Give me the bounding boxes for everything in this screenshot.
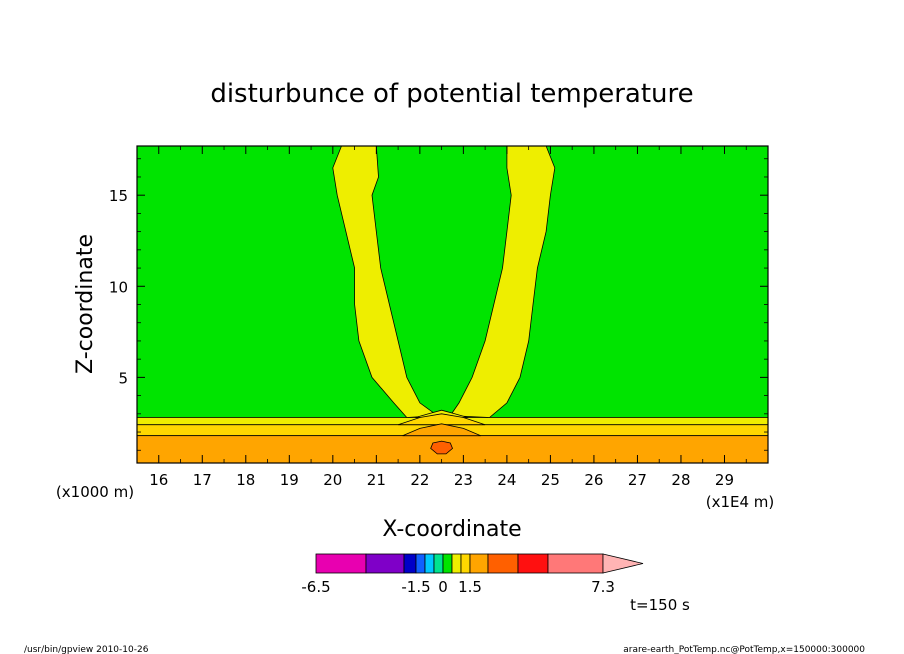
band-2 <box>136 435 769 464</box>
x-tick-label: 20 <box>323 471 342 489</box>
y-tick-label: 15 <box>109 187 128 205</box>
x-tick-label: 25 <box>541 471 560 489</box>
colorbar-segment <box>451 553 462 574</box>
colorbar-label: 1.5 <box>458 578 482 596</box>
y-axis-label: Z-coordinate <box>73 234 98 374</box>
colorbar-segment <box>415 553 426 574</box>
footer-left: /usr/bin/gpview 2010-10-26 <box>24 645 149 654</box>
plot-area: 16 17 18 19 20 21 22 23 24 25 26 27 28 29 5 10 15 <box>109 145 769 489</box>
colorbar-segment <box>403 553 417 574</box>
colorbar-segment <box>469 553 489 574</box>
y-axis-ticks: 5 10 15 <box>109 158 768 451</box>
contour-regions <box>332 145 556 455</box>
colorbar-segment <box>424 553 435 574</box>
x-tick-label: 26 <box>584 471 603 489</box>
central-orange-bump <box>402 423 481 437</box>
x-axis-label: X-coordinate <box>382 517 521 542</box>
core-maximum <box>430 440 453 455</box>
colorbar-extension <box>602 553 644 574</box>
colorbar-segment <box>460 553 471 574</box>
x-tick-label: 29 <box>715 471 734 489</box>
x-tick-label: 28 <box>671 471 690 489</box>
colorbar-segment <box>517 553 549 574</box>
x-units-note: (x1E4 m) <box>706 493 775 511</box>
x-tick-label: 23 <box>454 471 473 489</box>
y-units-note: (x1000 m) <box>56 483 134 501</box>
colorbar-segment <box>487 553 519 574</box>
x-tick-label: 24 <box>497 471 516 489</box>
chart-title: disturbunce of potential temperature <box>210 79 693 109</box>
x-tick-label: 21 <box>367 471 386 489</box>
colorbar: -6.5 -1.5 0 1.5 7.3 <box>301 553 644 596</box>
x-axis-ticks: 16 17 18 19 20 21 22 23 24 25 26 27 28 29 <box>136 146 747 489</box>
x-tick-label: 27 <box>628 471 647 489</box>
footer-right: arare-earth_PotTemp.nc@PotTemp,x=150000:… <box>623 645 865 654</box>
x-tick-label: 19 <box>280 471 299 489</box>
colorbar-segment <box>442 553 453 574</box>
x-tick-label: 22 <box>410 471 429 489</box>
colorbar-segment <box>547 553 604 574</box>
x-tick-label: 17 <box>193 471 212 489</box>
colorbar-label: -1.5 <box>401 578 430 596</box>
y-tick-label: 5 <box>118 369 128 387</box>
x-tick-label: 16 <box>149 471 168 489</box>
y-tick-label: 10 <box>109 278 128 296</box>
central-gold-bump <box>397 413 486 426</box>
colorbar-label: 7.3 <box>591 578 615 596</box>
colorbar-label: 0 <box>438 578 448 596</box>
colorbar-label: -6.5 <box>301 578 330 596</box>
right-yellow-plume <box>449 145 556 418</box>
plot-background <box>137 146 768 463</box>
x-tick-label: 18 <box>236 471 255 489</box>
colorbar-segment <box>433 553 444 574</box>
time-label: t=150 s <box>630 596 690 614</box>
colorbar-segment <box>315 553 367 574</box>
colorbar-segment <box>365 553 405 574</box>
